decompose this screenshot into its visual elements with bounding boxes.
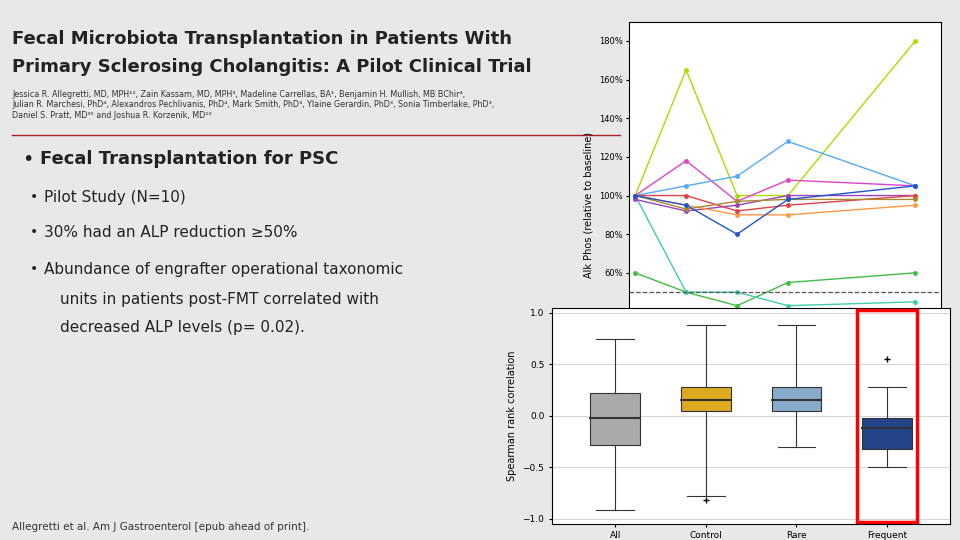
Text: Jessica R. Allegretti, MD, MPH¹², Zain Kassam, MD, MPH³, Madeline Carrellas, BA¹: Jessica R. Allegretti, MD, MPH¹², Zain K…: [12, 90, 494, 120]
Y-axis label: Alk Phos (relative to baseline): Alk Phos (relative to baseline): [584, 132, 594, 278]
Text: •: •: [22, 150, 34, 169]
Text: •: •: [30, 225, 38, 239]
Bar: [772, 387, 822, 410]
Text: decreased ALP levels (p= 0.02).: decreased ALP levels (p= 0.02).: [60, 320, 305, 335]
Bar: [681, 387, 731, 410]
Text: units in patients post-FMT correlated with: units in patients post-FMT correlated wi…: [60, 292, 379, 307]
Bar: [862, 418, 912, 449]
X-axis label: Time post-FMT (weeks): Time post-FMT (weeks): [725, 409, 845, 419]
Text: Fecal Microbiota Transplantation in Patients With: Fecal Microbiota Transplantation in Pati…: [12, 30, 512, 48]
Text: 30% had an ALP reduction ≥50%: 30% had an ALP reduction ≥50%: [44, 225, 298, 240]
Text: Abundance of engrafter operational taxonomic: Abundance of engrafter operational taxon…: [44, 262, 403, 277]
Text: •: •: [30, 262, 38, 276]
Text: •: •: [30, 190, 38, 204]
Text: Primary Sclerosing Cholangitis: A Pilot Clinical Trial: Primary Sclerosing Cholangitis: A Pilot …: [12, 58, 532, 76]
Text: Allegretti et al. Am J Gastroenterol [epub ahead of print].: Allegretti et al. Am J Gastroenterol [ep…: [12, 522, 309, 532]
Text: Pilot Study (N=10): Pilot Study (N=10): [44, 190, 185, 205]
Bar: [856, 310, 918, 522]
Bar: [590, 393, 640, 444]
Y-axis label: Spearman rank correlation: Spearman rank correlation: [507, 350, 516, 481]
Text: Fecal Transplantation for PSC: Fecal Transplantation for PSC: [40, 150, 338, 168]
